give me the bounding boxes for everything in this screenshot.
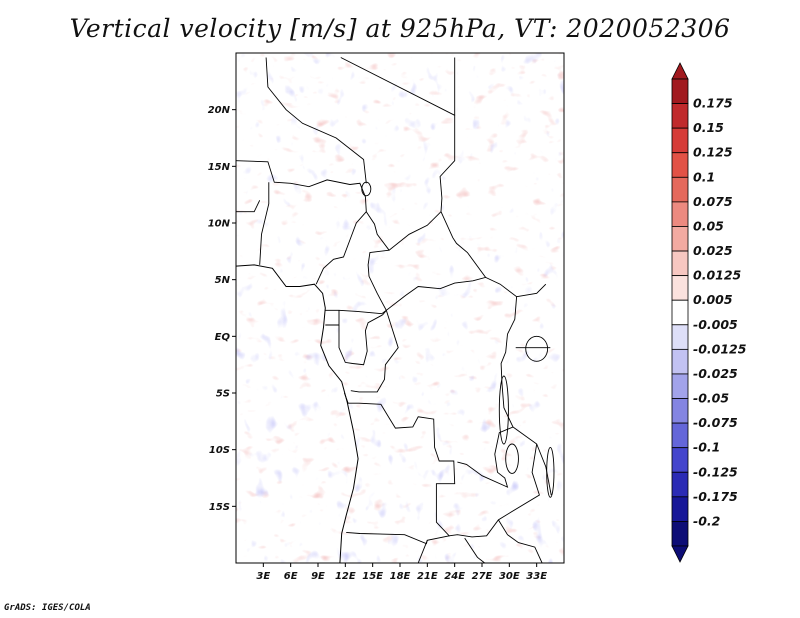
country-border — [338, 310, 387, 366]
colorbar-swatch — [671, 201, 689, 227]
lake-outline — [546, 446, 555, 498]
colorbar-label: -0.1 — [693, 440, 720, 455]
lon-tick-label: 21E — [417, 571, 438, 582]
colorbar-label: 0.0125 — [693, 268, 742, 283]
colorbar-label: -0.075 — [693, 415, 738, 430]
lat-tick-label: 20N — [208, 105, 231, 116]
lake-outline — [505, 443, 519, 474]
country-border — [417, 540, 428, 563]
country-border — [367, 211, 487, 311]
colorbar-label: -0.2 — [693, 513, 720, 528]
country-border — [236, 200, 261, 213]
colorbar-under-arrow — [671, 545, 689, 563]
lake-outline — [361, 181, 372, 197]
colorbar-swatch — [671, 299, 689, 326]
colorbar-label: -0.005 — [693, 317, 738, 332]
lake-outline — [525, 335, 549, 362]
downward-motion-pattern — [236, 53, 564, 563]
lake-outline — [498, 375, 509, 445]
lat-tick-label: 15N — [208, 162, 231, 173]
colorbar-label: 0.005 — [693, 292, 733, 307]
country-border — [325, 309, 387, 315]
country-border — [340, 57, 456, 212]
colorbar-over-arrow — [671, 62, 689, 80]
colorbar-label: -0.025 — [693, 366, 738, 381]
colorbar-label: 0.175 — [693, 96, 733, 111]
colorbar-label: -0.05 — [693, 391, 729, 406]
credit-label: GrADS: IGES/COLA — [4, 603, 91, 613]
colorbar-swatch — [671, 422, 689, 449]
colorbar-swatch — [671, 152, 689, 178]
country-border — [464, 537, 485, 563]
colorbar-swatch — [671, 78, 689, 104]
lat-tick-label: 5N — [215, 275, 231, 286]
country-border — [512, 426, 552, 496]
lon-tick-label: 24E — [444, 571, 465, 582]
colorbar-swatch — [671, 447, 689, 473]
lon-tick-label: 9E — [311, 571, 325, 582]
colorbar-swatch — [671, 275, 689, 301]
colorbar-label: 0.05 — [693, 218, 724, 233]
colorbar-swatch — [671, 348, 689, 375]
colorbar-swatch — [671, 471, 689, 498]
chart-title: Vertical velocity [m/s] at 925hPa, VT: 2… — [69, 14, 731, 43]
colorbar-swatch — [671, 127, 689, 154]
coastline — [236, 264, 359, 563]
colorbar-label: 0.1 — [693, 169, 715, 184]
country-border — [236, 160, 367, 285]
lon-tick-label: 33E — [526, 571, 547, 582]
colorbar: 0.175 0.15 0.125 0.1 0.075 0.05 0.025 0.0125 0.0… — [671, 62, 747, 563]
colorbar-swatch — [671, 250, 689, 277]
lat-tick-label: 10N — [208, 219, 231, 230]
country-border — [516, 283, 547, 298]
country-border — [265, 57, 367, 184]
lat-tick-label: 15S — [209, 502, 230, 513]
colorbar-label: 0.125 — [693, 145, 733, 160]
colorbar-swatch — [671, 103, 689, 129]
lon-tick-label: 27E — [472, 571, 493, 582]
colorbar-swatch — [671, 398, 689, 424]
lon-tick-label: 30E — [499, 571, 520, 582]
colorbar-label: -0.0125 — [693, 341, 747, 356]
velocity-field — [236, 53, 564, 563]
colorbar-swatch — [671, 496, 689, 522]
lon-tick-label: 12E — [335, 571, 356, 582]
colorbar-swatch — [671, 521, 689, 547]
lon-tick-label: 3E — [256, 571, 270, 582]
colorbar-label: 0.025 — [693, 243, 733, 258]
lon-tick-label: 6E — [284, 571, 298, 582]
lat-tick-label: 10S — [209, 445, 230, 456]
lat-tick-label: EQ — [215, 332, 231, 343]
lon-tick-label: 15E — [362, 571, 383, 582]
colorbar-swatch — [671, 373, 689, 399]
colorbar-label: -0.175 — [693, 489, 738, 504]
lat-tick-label: 5S — [216, 389, 230, 400]
country-border — [259, 182, 270, 265]
colorbar-label: -0.125 — [693, 464, 738, 479]
colorbar-label: 0.15 — [693, 120, 724, 135]
country-border — [498, 519, 543, 563]
colorbar-swatch — [671, 226, 689, 252]
colorbar-swatch — [671, 176, 689, 203]
lon-tick-label: 18E — [390, 571, 411, 582]
colorbar-swatch — [671, 324, 689, 350]
colorbar-label: 0.075 — [693, 194, 733, 209]
country-border — [350, 310, 399, 393]
